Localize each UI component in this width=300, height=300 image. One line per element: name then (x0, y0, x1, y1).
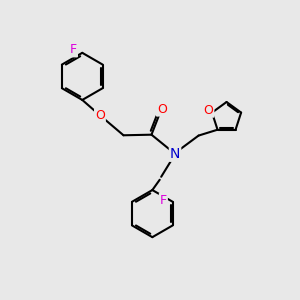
Text: O: O (157, 103, 167, 116)
Text: F: F (160, 194, 167, 207)
Text: F: F (70, 44, 77, 56)
Text: O: O (203, 104, 213, 117)
Text: O: O (95, 109, 105, 122)
Text: N: N (170, 147, 180, 161)
